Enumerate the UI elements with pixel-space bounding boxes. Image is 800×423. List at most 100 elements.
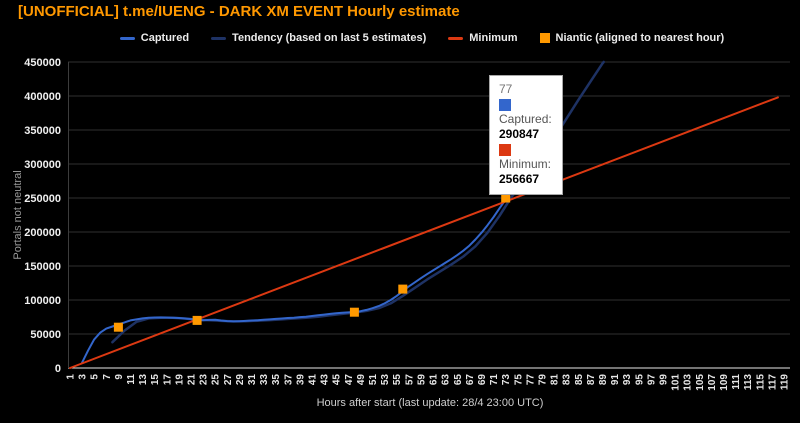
tooltip-captured-label: Captured: (499, 112, 552, 127)
x-tick-label: 15 (150, 374, 161, 386)
x-tick-label: 119 (780, 374, 791, 391)
x-tick-label: 21 (187, 374, 198, 386)
legend-item-captured: Captured (119, 32, 190, 44)
x-tick-label: 49 (356, 374, 367, 386)
y-tick-label: 200000 (24, 227, 61, 239)
x-tick-label: 55 (392, 374, 403, 386)
legend-item-niantic: Niantic (aligned to nearest hour) (539, 32, 725, 44)
x-tick-label: 37 (283, 374, 294, 386)
niantic-square-icon (539, 33, 550, 43)
x-tick-label: 41 (308, 374, 319, 386)
x-tick-label: 103 (683, 374, 694, 391)
captured-line-icon (119, 36, 135, 40)
legend-item-tendency: Tendency (based on last 5 estimates) (211, 32, 426, 44)
x-tick-label: 65 (453, 374, 464, 386)
x-tick-label: 63 (441, 374, 452, 386)
y-tick-label: 350000 (24, 125, 61, 137)
x-tick-label: 89 (598, 374, 609, 386)
x-tick-label: 23 (199, 374, 210, 386)
x-tick-label: 91 (610, 374, 621, 386)
x-tick-label: 95 (634, 374, 645, 386)
tooltip-minimum-value: 256667 (499, 171, 540, 186)
x-tick-label: 109 (719, 374, 730, 391)
niantic-point[interactable] (113, 322, 123, 332)
x-tick-label: 101 (671, 374, 682, 391)
x-tick-label: 9 (114, 374, 125, 380)
legend-item-minimum: Minimum (448, 32, 518, 44)
x-tick-label: 79 (538, 374, 549, 386)
niantic-point[interactable] (398, 284, 408, 294)
tooltip-captured-value: 290847 (499, 126, 540, 141)
x-tick-label: 81 (550, 374, 561, 386)
x-tick-label: 3 (78, 374, 89, 380)
x-tick-label: 17 (162, 374, 173, 386)
x-tick-label: 45 (332, 374, 343, 386)
legend-label-tendency: Tendency (based on last 5 estimates) (232, 32, 427, 44)
series-captured (81, 169, 531, 364)
tooltip-minimum-label: Minimum: (499, 157, 552, 172)
x-tick-label: 25 (211, 374, 222, 386)
x-tick-label: 35 (271, 374, 282, 386)
x-tick-label: 53 (380, 374, 391, 386)
captured-swatch-icon (499, 99, 511, 112)
x-tick-label: 83 (562, 374, 573, 386)
y-tick-label: 400000 (24, 91, 61, 103)
tooltip: 77 Captured: 290847 Minimum: 256667 (489, 75, 563, 195)
x-tick-label: 113 (743, 374, 754, 391)
x-tick-label: 43 (320, 374, 331, 386)
x-tick-label: 97 (646, 374, 657, 386)
x-tick-label: 107 (707, 374, 718, 391)
x-tick-label: 59 (416, 374, 427, 386)
series-minimum (69, 96, 779, 369)
x-tick-label: 19 (174, 374, 185, 386)
y-tick-label: 100000 (24, 295, 61, 307)
legend-label-captured: Captured (140, 32, 190, 44)
x-tick-label: 1 (66, 374, 77, 380)
legend-label-niantic: Niantic (aligned to nearest hour) (555, 32, 725, 44)
legend-label-minimum: Minimum (469, 32, 518, 44)
tendency-line-icon (211, 36, 227, 40)
niantic-point[interactable] (192, 315, 202, 325)
y-tick-label: 0 (55, 363, 61, 375)
x-tick-label: 5 (90, 374, 101, 380)
x-tick-label: 105 (695, 374, 706, 391)
x-tick-label: 13 (138, 374, 149, 386)
y-tick-label: 150000 (24, 261, 61, 273)
y-tick-label: 50000 (30, 329, 61, 341)
x-tick-label: 71 (489, 374, 500, 386)
x-tick-label: 7 (102, 374, 113, 380)
x-tick-label: 93 (622, 374, 633, 386)
x-tick-label: 47 (344, 374, 355, 386)
x-tick-label: 99 (659, 374, 670, 386)
chart-title: [UNOFFICIAL] t.me/IUENG - DARK XM EVENT … (18, 3, 460, 20)
x-tick-label: 111 (731, 374, 742, 390)
x-tick-label: 29 (235, 374, 246, 386)
x-tick-label: 77 (525, 374, 536, 386)
x-tick-label: 85 (574, 374, 585, 386)
x-tick-label: 39 (295, 374, 306, 386)
x-tick-label: 61 (429, 374, 440, 386)
x-tick-label: 33 (259, 374, 270, 386)
x-tick-label: 67 (465, 374, 476, 386)
x-tick-label: 117 (767, 374, 778, 391)
tooltip-x-value: 77 (499, 82, 513, 96)
niantic-point[interactable] (349, 307, 359, 317)
y-tick-label: 300000 (24, 159, 61, 171)
x-tick-label: 51 (368, 374, 379, 386)
niantic-point[interactable] (501, 193, 511, 203)
x-tick-label: 57 (404, 374, 415, 386)
y-tick-label: 450000 (24, 57, 61, 69)
minimum-line-icon (448, 36, 464, 40)
x-tick-label: 75 (513, 374, 524, 386)
x-tick-label: 31 (247, 374, 258, 386)
legend: Captured Tendency (based on last 5 estim… (0, 32, 800, 44)
y-axis-title: Portals not neutral (12, 170, 24, 260)
x-axis-title: Hours after start (last update: 28/4 23:… (316, 397, 544, 409)
x-tick-label: 11 (126, 374, 137, 385)
y-tick-label: 250000 (24, 193, 61, 205)
x-tick-label: 69 (477, 374, 488, 386)
minimum-swatch-icon (499, 144, 511, 157)
x-tick-label: 73 (501, 374, 512, 386)
